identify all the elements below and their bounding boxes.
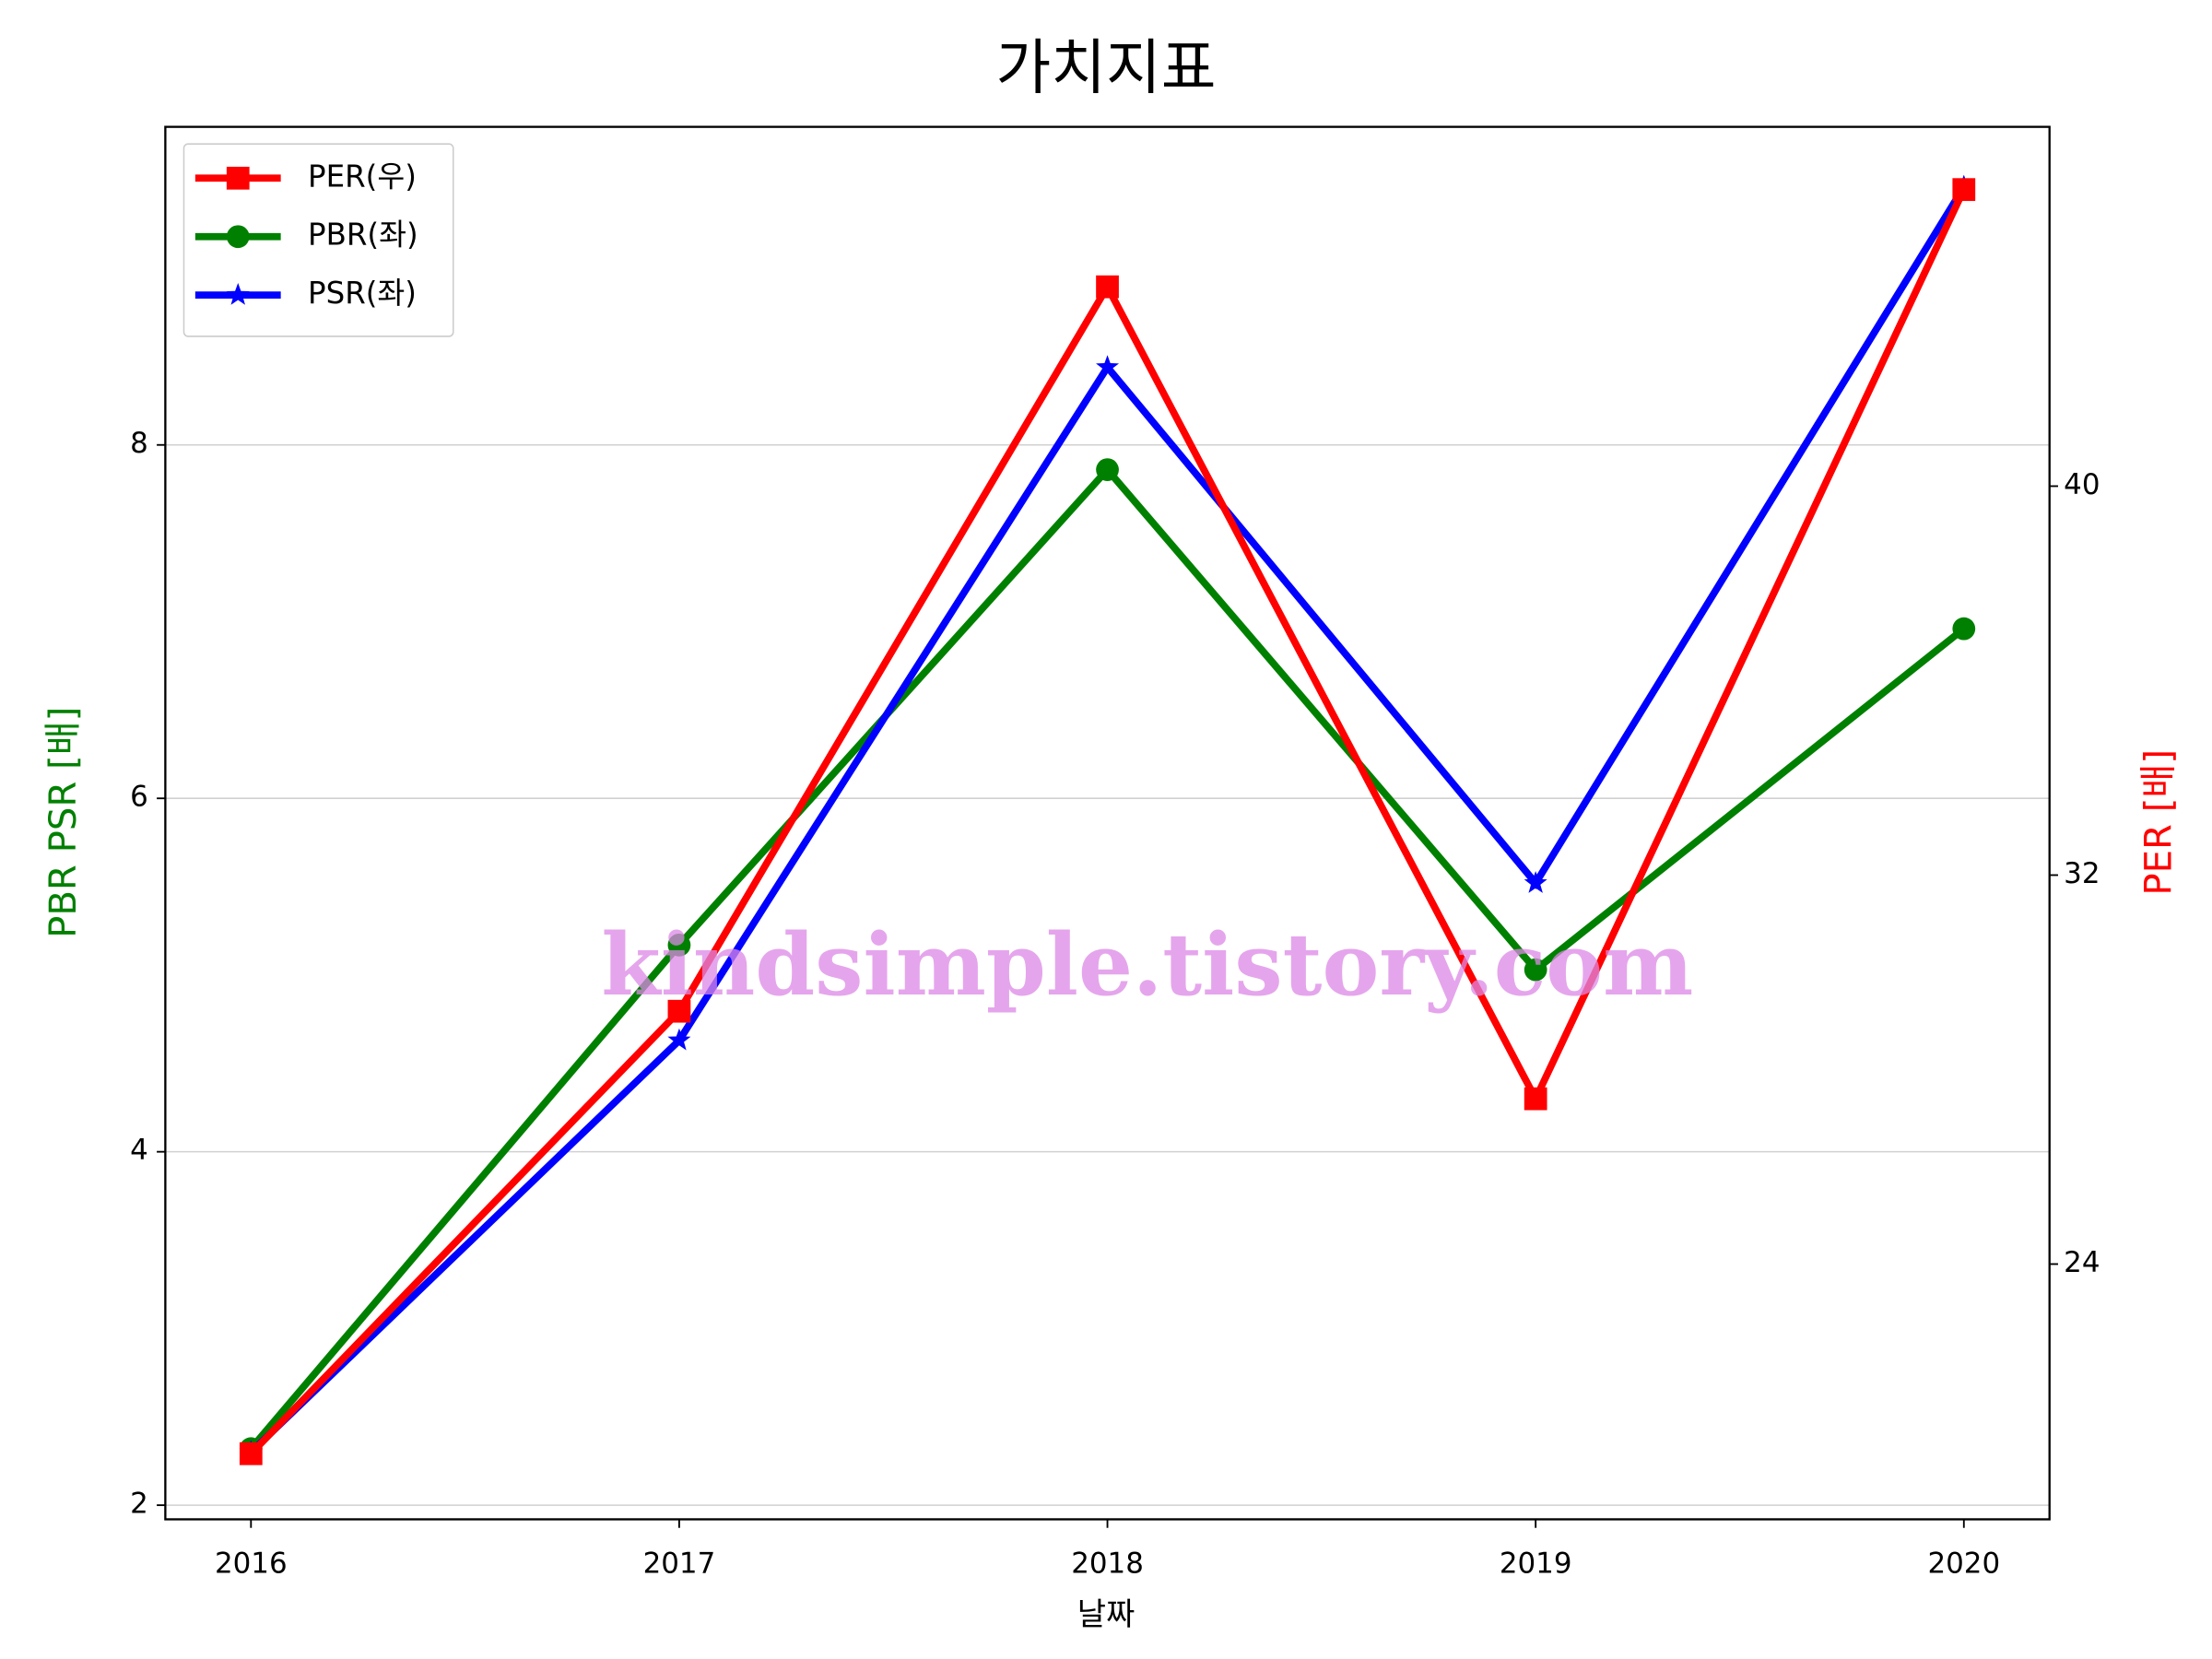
watermark: kindsimple.tistory.com <box>601 914 1693 1015</box>
marker <box>226 282 250 305</box>
marker <box>1952 178 1976 202</box>
x-axis-label: 날짜 <box>1077 1596 1135 1633</box>
y-tick-label: 4 <box>130 1134 148 1167</box>
marker <box>1952 617 1976 641</box>
legend-label: PER(우) <box>308 159 417 194</box>
plot <box>239 174 1976 1465</box>
marker <box>226 166 250 190</box>
y2-tick-label: 32 <box>2064 857 2100 890</box>
legend-label: PSR(좌) <box>308 276 417 311</box>
marker <box>226 225 250 249</box>
marker <box>1524 1087 1547 1111</box>
x-tick-label: 2018 <box>1071 1547 1144 1580</box>
marker <box>1096 355 1120 378</box>
y-tick-label: 2 <box>130 1488 148 1521</box>
marker <box>667 999 691 1023</box>
y-tick-label: 6 <box>130 781 148 814</box>
legend-label: PBR(좌) <box>308 218 418 253</box>
marker <box>667 933 691 957</box>
marker <box>239 1441 263 1465</box>
x-tick-label: 2017 <box>643 1547 716 1580</box>
y-tick-label: 8 <box>130 427 148 460</box>
x-tick-label: 2020 <box>1927 1547 2000 1580</box>
x-tick-label: 2016 <box>215 1547 288 1580</box>
marker <box>1096 458 1119 481</box>
y-axis-label: PBR PSR [배] <box>42 707 85 938</box>
legend-box <box>182 143 454 337</box>
y2-tick-label: 40 <box>2064 468 2100 501</box>
marker <box>1524 871 1547 893</box>
chart-title: 가치지표 <box>996 33 1217 102</box>
y2-axis-label: PER [배] <box>2137 749 2180 896</box>
plot-frame <box>164 125 2051 1521</box>
y2-tick-label: 24 <box>2064 1246 2100 1279</box>
legend: PER(우) PBR(좌) PSR(좌) <box>182 143 454 337</box>
x-tick-label: 2019 <box>1500 1547 1572 1580</box>
marker <box>667 1028 691 1051</box>
marker <box>1524 958 1547 982</box>
marker <box>1096 275 1119 299</box>
